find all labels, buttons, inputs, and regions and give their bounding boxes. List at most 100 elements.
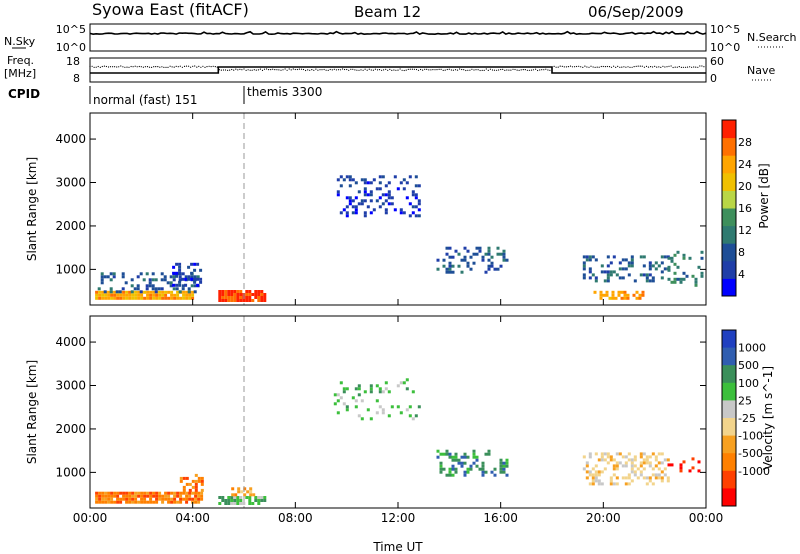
heatmap-cell: [481, 473, 485, 477]
heatmap-cell: [110, 296, 114, 300]
heatmap-cell: [242, 299, 246, 302]
nave-point: [633, 66, 635, 68]
heatmap-cell: [158, 296, 162, 300]
heatmap-cell: [221, 496, 225, 499]
heatmap-cell: [642, 461, 646, 465]
heatmap-cell: [169, 275, 173, 279]
nave-point: [549, 69, 551, 71]
heatmap-cell: [237, 487, 241, 491]
nave-point: [274, 69, 276, 71]
plot-title: Syowa East (fitACF): [92, 0, 249, 19]
heatmap-cell: [469, 267, 473, 271]
nave-point: [385, 68, 387, 70]
nave-point: [161, 66, 163, 68]
heatmap-cell: [101, 491, 105, 495]
colorbar-segment: [722, 260, 736, 279]
heatmap-cell: [191, 293, 195, 297]
heatmap-cell: [112, 275, 116, 279]
nave-point: [567, 66, 570, 68]
heatmap-cell: [626, 293, 630, 297]
heatmap-cell: [101, 500, 105, 504]
heatmap-cell: [460, 464, 464, 468]
heatmap-cell: [333, 393, 337, 397]
heatmap-cell: [496, 252, 500, 256]
heatmap-cell: [175, 271, 179, 275]
heatmap-cell: [233, 499, 237, 502]
heatmap-cell: [218, 290, 222, 293]
heatmap-cell: [158, 491, 162, 495]
nave-point: [415, 68, 418, 71]
heatmap-cell: [164, 296, 168, 300]
heatmap-cell: [609, 273, 613, 277]
nave-point: [153, 66, 155, 68]
y-tick-label: 4000: [55, 335, 86, 349]
nave-point: [594, 66, 596, 68]
heatmap-cell: [145, 272, 149, 276]
heatmap-cell: [339, 211, 343, 215]
heatmap-cell: [106, 275, 110, 279]
heatmap-cell: [387, 202, 391, 206]
heatmap-cell: [143, 500, 147, 504]
heatmap-cell: [700, 274, 704, 278]
colorbar-segment: [722, 470, 736, 489]
heatmap-cell: [481, 258, 485, 262]
heatmap-cell: [621, 464, 625, 468]
heatmap-cell: [606, 270, 610, 274]
heatmap-cell: [131, 293, 135, 297]
heatmap-cell: [110, 293, 114, 297]
nave-point: [428, 69, 430, 71]
nave-point: [99, 66, 101, 68]
heatmap-cell: [169, 281, 173, 285]
heatmap-cell: [603, 279, 607, 283]
heatmap-cell: [636, 476, 640, 480]
heatmap-cell: [354, 205, 358, 209]
heatmap-cell: [164, 293, 168, 297]
heatmap-cell: [254, 496, 258, 499]
heatmap-cell: [233, 299, 237, 302]
heatmap-cell: [381, 408, 385, 412]
heatmap-cell: [638, 293, 642, 297]
heatmap-cell: [185, 290, 189, 294]
heatmap-cell: [609, 476, 613, 480]
heatmap-cell: [128, 500, 132, 504]
nave-point: [407, 68, 409, 70]
heatmap-cell: [348, 175, 352, 179]
nave-point: [526, 69, 529, 71]
heatmap-cell: [648, 464, 652, 468]
heatmap-cell: [245, 290, 249, 293]
heatmap-cell: [236, 290, 240, 293]
heatmap-cell: [239, 496, 243, 499]
heatmap-cell: [378, 405, 382, 409]
heatmap-cell: [167, 491, 171, 495]
nave-point: [124, 66, 126, 68]
heatmap-cell: [125, 494, 129, 498]
heatmap-cell: [651, 473, 655, 477]
heatmap-cell: [160, 278, 164, 282]
nave-point: [676, 66, 678, 68]
nave-point: [263, 68, 266, 70]
heatmap-cell: [152, 296, 156, 300]
heatmap-cell: [257, 296, 261, 299]
heatmap-cell: [493, 467, 497, 471]
heatmap-cell: [163, 275, 167, 279]
heatmap-cell: [345, 387, 349, 391]
heatmap-cell: [110, 491, 114, 495]
heatmap-cell: [611, 293, 615, 297]
heatmap-cell: [445, 267, 449, 271]
heatmap-cell: [182, 476, 186, 480]
nave-point: [266, 68, 268, 70]
heatmap-cell: [140, 497, 144, 501]
heatmap-cell: [360, 178, 364, 182]
nave-point: [142, 66, 144, 68]
heatmap-cell: [101, 296, 105, 300]
heatmap-cell: [185, 491, 189, 495]
heatmap-cell: [414, 414, 418, 418]
heatmap-cell: [161, 500, 165, 504]
nave-point: [144, 66, 146, 68]
nave-point: [639, 65, 641, 67]
heatmap-cell: [384, 199, 388, 203]
heatmap-cell: [627, 458, 631, 462]
heatmap-cell: [660, 270, 664, 274]
heatmap-cell: [381, 411, 385, 415]
freq-tick-top: 18: [66, 55, 80, 68]
